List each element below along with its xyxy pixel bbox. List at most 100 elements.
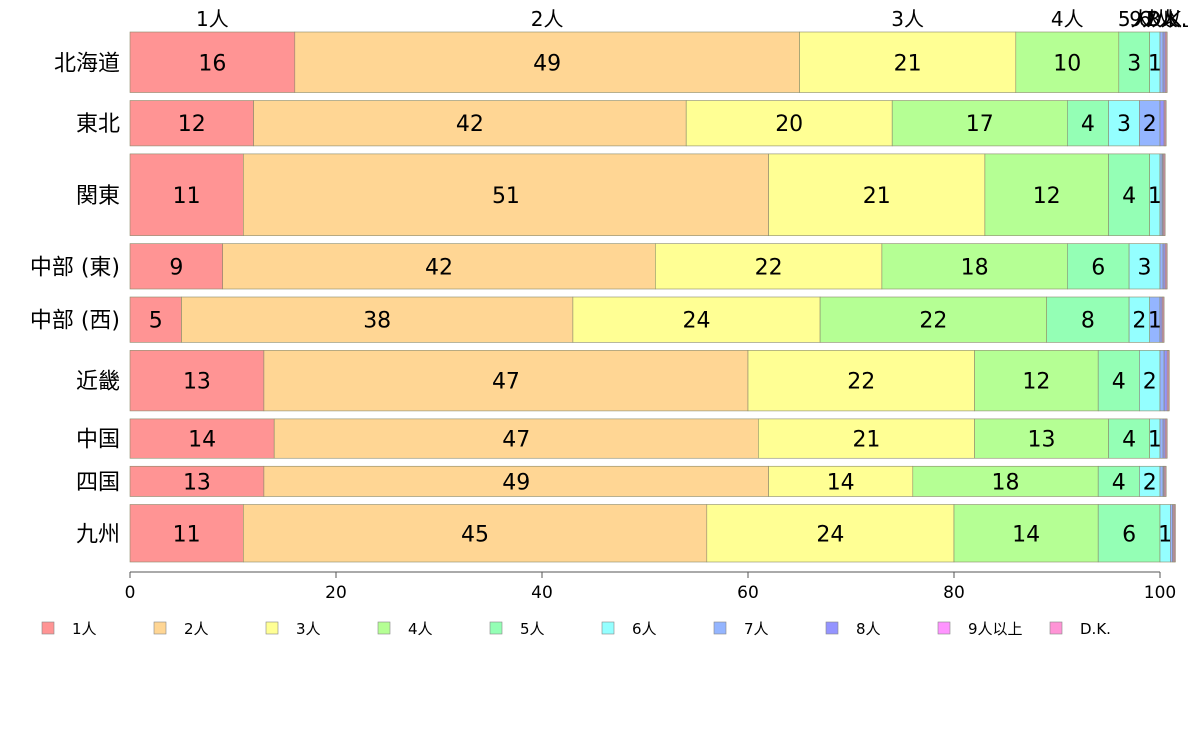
bar-segment[interactable] bbox=[1108, 153, 1151, 236]
bar-segment[interactable] bbox=[891, 100, 1068, 147]
series-top-label: 9人以上 bbox=[1129, 7, 1188, 31]
series-top-label: 8人 bbox=[1148, 7, 1181, 31]
bar-segment[interactable] bbox=[1162, 296, 1165, 343]
segment-value-label: 13 bbox=[183, 370, 211, 395]
bar-segment[interactable] bbox=[1159, 296, 1163, 343]
bar-segment[interactable] bbox=[912, 465, 1099, 497]
bar-segment[interactable] bbox=[747, 350, 975, 412]
bar-segment[interactable] bbox=[1167, 350, 1170, 412]
bar-segment[interactable] bbox=[1165, 243, 1168, 290]
legend-swatch bbox=[265, 621, 279, 635]
bar-segment[interactable] bbox=[263, 350, 749, 412]
bar-segment[interactable] bbox=[799, 31, 1017, 93]
bar-segment[interactable] bbox=[294, 31, 800, 93]
bar-segment[interactable] bbox=[222, 243, 656, 290]
bar-segment[interactable] bbox=[1162, 243, 1166, 290]
series-top-label: 2人 bbox=[531, 7, 564, 31]
bar-segment[interactable] bbox=[1163, 350, 1168, 412]
bar-segment[interactable] bbox=[1163, 153, 1166, 236]
category-label: 近畿 bbox=[76, 370, 120, 395]
bar-segment[interactable] bbox=[1164, 100, 1167, 147]
legend-label: 2人 bbox=[184, 620, 209, 638]
bar-segment[interactable] bbox=[253, 100, 687, 147]
bar-segment[interactable] bbox=[263, 465, 769, 497]
bar-segment[interactable] bbox=[1165, 31, 1168, 93]
bar-segment[interactable] bbox=[1159, 100, 1165, 147]
bar-segment[interactable] bbox=[1118, 31, 1151, 93]
bar-segment[interactable] bbox=[654, 243, 883, 290]
bar-segment[interactable] bbox=[1159, 31, 1164, 93]
legend-swatch bbox=[153, 621, 167, 635]
segment-value-label: 1 bbox=[1148, 309, 1162, 334]
bar-segment[interactable] bbox=[1108, 418, 1151, 459]
bar-segment[interactable] bbox=[1165, 418, 1168, 459]
bar-segment[interactable] bbox=[129, 153, 244, 236]
legend-swatch bbox=[713, 621, 727, 635]
bar-segment[interactable] bbox=[1174, 504, 1176, 563]
segment-value-label: 38 bbox=[363, 309, 391, 334]
bar-segment[interactable] bbox=[1046, 296, 1130, 343]
segment-value-label: 49 bbox=[502, 470, 530, 495]
bar-segment[interactable] bbox=[129, 350, 265, 412]
bar-segment[interactable] bbox=[1162, 31, 1166, 93]
segment-value-label: 18 bbox=[961, 255, 989, 280]
bar-segment[interactable] bbox=[273, 418, 759, 459]
segment-value-label: 51 bbox=[492, 184, 520, 209]
series-top-label: 3人 bbox=[891, 7, 924, 31]
segment-value-label: 47 bbox=[492, 370, 520, 395]
bar-segment[interactable] bbox=[1164, 465, 1167, 497]
bar-segment[interactable] bbox=[1159, 465, 1164, 497]
bar-segment[interactable] bbox=[1067, 243, 1130, 290]
bar-segment[interactable] bbox=[768, 465, 914, 497]
bar-segment[interactable] bbox=[757, 418, 975, 459]
bar-segment[interactable] bbox=[974, 350, 1099, 412]
segment-value-label: 6 bbox=[1122, 522, 1136, 547]
bar-segment[interactable] bbox=[1162, 418, 1166, 459]
legend-label: 4人 bbox=[408, 620, 433, 638]
bar-segment[interactable] bbox=[129, 100, 254, 147]
segment-value-label: 14 bbox=[1012, 522, 1040, 547]
bar-segment[interactable] bbox=[129, 296, 182, 343]
bar-segment[interactable] bbox=[572, 296, 821, 343]
segment-value-label: 22 bbox=[755, 255, 783, 280]
bar-segment[interactable] bbox=[1159, 243, 1164, 290]
bar-segment[interactable] bbox=[881, 243, 1068, 290]
bar-segment[interactable] bbox=[953, 504, 1099, 563]
bar-segment[interactable] bbox=[1170, 504, 1173, 563]
bar-segment[interactable] bbox=[706, 504, 955, 563]
bar-segment[interactable] bbox=[1159, 153, 1163, 236]
segment-value-label: 24 bbox=[816, 522, 844, 547]
segment-value-label: 4 bbox=[1112, 470, 1126, 495]
bar-segment[interactable] bbox=[1159, 418, 1164, 459]
segment-value-label: 11 bbox=[173, 184, 201, 209]
bar-segment[interactable] bbox=[1097, 350, 1140, 412]
bar-segment[interactable] bbox=[243, 504, 708, 563]
bar-segment[interactable] bbox=[181, 296, 574, 343]
bar-segment[interactable] bbox=[129, 243, 223, 290]
legend-label: 1人 bbox=[72, 620, 97, 638]
bar-segment[interactable] bbox=[129, 418, 275, 459]
bar-segment[interactable] bbox=[1015, 31, 1120, 93]
series-top-label: 7人 bbox=[1145, 7, 1178, 31]
bar-segment[interactable] bbox=[974, 418, 1109, 459]
bar-segment[interactable] bbox=[768, 153, 986, 236]
bar-segment[interactable] bbox=[1097, 504, 1161, 563]
x-tick-label: 40 bbox=[531, 583, 553, 603]
segment-value-label: 11 bbox=[173, 522, 201, 547]
segment-value-label: 3 bbox=[1127, 51, 1141, 76]
bar-segment[interactable] bbox=[819, 296, 1047, 343]
series-top-label: 5人 bbox=[1118, 7, 1151, 31]
bar-segment[interactable] bbox=[1108, 100, 1140, 147]
legend-swatch bbox=[489, 621, 503, 635]
category-label: 関東 bbox=[76, 184, 120, 209]
segment-value-label: 1 bbox=[1158, 522, 1172, 547]
bar-segment[interactable] bbox=[984, 153, 1109, 236]
bar-segment[interactable] bbox=[243, 153, 769, 236]
segment-value-label: 2 bbox=[1143, 470, 1157, 495]
bar-segment[interactable] bbox=[129, 504, 244, 563]
segment-value-label: 5 bbox=[149, 309, 163, 334]
segment-value-label: 2 bbox=[1143, 112, 1157, 137]
bar-segment[interactable] bbox=[1159, 350, 1165, 412]
bar-segment[interactable] bbox=[129, 31, 296, 93]
